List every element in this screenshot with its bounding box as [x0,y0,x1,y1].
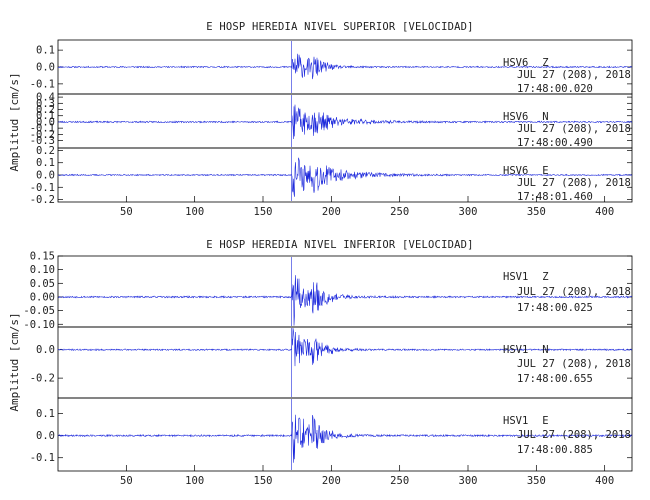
station-label-hsv1-e: HSV1 E [503,415,549,427]
y-tick-label: 0.1 [36,408,55,420]
x-tick-label: 300 [459,475,478,487]
x-tick-label: 100 [185,475,204,487]
y-tick-label: -0.1 [30,78,55,90]
station-label-hsv6-e: HSV6 E [503,165,549,177]
station-code: HSV1 [503,344,528,356]
station-code: HSV6 [503,165,528,177]
date-label-hsv6-e: JUL 27 (208), 2018 [517,177,631,189]
panel-hsv1-e: 0.1 0.0 -0.1 HSV1 E JUL 27 (208), 2018 17:4… [30,397,633,472]
trace-hsv1-e [57,399,633,470]
y-tick-label: -0.2 [30,194,55,206]
station-code: HSV1 [503,415,528,427]
y-tick-label: -0.10 [23,319,55,331]
station-code: HSV1 [503,271,528,283]
y-tick-label: 0.0 [36,344,55,356]
station-code: HSV6 [503,57,528,69]
x-tick-label: 200 [322,475,341,487]
x-tick-label: 350 [527,206,546,218]
date-label-hsv1-n: JUL 27 (208), 2018 [517,358,631,370]
y-tick-label: 0.0 [36,62,55,74]
x-tick-label: 250 [390,206,409,218]
y-tick-label: 0.0 [36,116,55,128]
y-tick-label: 0.0 [36,430,55,442]
station-label-hsv1-z: HSV1 Z [503,271,549,283]
component-code: N [542,111,548,123]
y-tick-label: -0.05 [23,305,55,317]
panel-frame [57,397,633,472]
time-label-hsv6-n: 17:48:00.490 [517,137,593,149]
date-label-hsv6-n: JUL 27 (208), 2018 [517,123,631,135]
date-label-hsv1-e: JUL 27 (208), 2018 [517,429,631,441]
date-label-hsv6-z: JUL 27 (208), 2018 [517,69,631,81]
x-axis-inferior: 50 100 150 200 250 300 350 400 [120,465,614,487]
station-label-hsv6-z: HSV6 Z [503,57,549,69]
x-tick-label: 100 [185,206,204,218]
component-code: E [542,165,548,177]
trace-hsv1-z [57,257,633,326]
y-tick-label: 0.1 [36,45,55,57]
component-code: Z [542,57,548,69]
station-label-hsv1-n: HSV1 N [503,344,549,356]
station-code: HSV6 [503,111,528,123]
chart-group-inferior: E HOSP HEREDIA NIVEL INFERIOR [VELOCIDAD… [8,239,633,487]
x-tick-label: 50 [120,206,133,218]
chart-group-superior: E HOSP HEREDIA NIVEL SUPERIOR [VELOCIDAD… [8,21,633,218]
chart-title-superior: E HOSP HEREDIA NIVEL SUPERIOR [VELOCIDAD… [206,21,473,33]
trace-hsv1-n [57,327,633,397]
y-tick-label: 0.1 [36,157,55,169]
y-tick-label: -0.1 [30,452,55,464]
y-tick-label: -0.2 [30,129,55,141]
y-tick-label: -0.3 [30,135,55,147]
y-tick-label: 0.05 [30,278,55,290]
y-axis-label-superior: Amplitud [cm/s] [8,72,21,171]
y-tick-label: 0.1 [36,110,55,122]
y-tick-label: 0.10 [30,264,55,276]
panel-hsv6-z: 0.1 0.0 -0.1 HSV6 Z JUL 27 (208), 2018 17:4… [30,39,633,95]
y-tick-label: 0.4 [36,92,55,104]
y-tick-label: 0.3 [36,98,55,110]
time-label-hsv6-z: 17:48:00.020 [517,83,593,95]
y-tick-label: 0.15 [30,251,55,263]
x-tick-label: 400 [595,475,614,487]
panel-hsv1-z: 0.150.10 0.050.00 -0.05 -0.10 HSV1 Z JUL 27 … [23,251,633,331]
y-tick-label: 0.2 [36,145,55,157]
trace-hsv6-n [57,95,633,147]
y-tick-label: 0.00 [30,291,55,303]
y-tick-label: -0.1 [30,182,55,194]
x-tick-label: 250 [390,475,409,487]
y-axis-label-inferior: Amplitud [cm/s] [8,312,21,411]
panel-hsv1-n: 0.0 -0.2 HSV1 N JUL 27 (208), 2018 17:48:0… [30,326,633,399]
x-tick-label: 150 [254,475,273,487]
component-code: Z [542,271,548,283]
x-tick-label: 300 [459,206,478,218]
y-tick-label: 0.2 [36,104,55,116]
component-code: N [542,344,548,356]
x-axis-superior: 50 100 150 200 250 300 350 400 [120,196,614,218]
x-tick-label: 400 [595,206,614,218]
time-label-hsv1-n: 17:48:00.655 [517,373,593,385]
y-tick-label: -0.1 [30,123,55,135]
station-label-hsv6-n: HSV6 N [503,111,549,123]
panel-hsv6-n: 0.40.30.20.10.0-0.1-0.2-0.3 HSV6 N JUL 27… [30,92,633,149]
chart-title-inferior: E HOSP HEREDIA NIVEL INFERIOR [VELOCIDAD… [206,239,473,251]
x-tick-label: 150 [254,206,273,218]
y-tick-label: -0.2 [30,373,55,385]
time-label-hsv1-z: 17:48:00.025 [517,302,593,314]
panel-hsv6-e: 0.20.10.0-0.1-0.2 HSV6 E JUL 27 (208), 20… [30,145,633,206]
y-tick-label: 0.0 [36,170,55,182]
x-tick-label: 200 [322,206,341,218]
trace-hsv6-z [57,41,633,93]
x-tick-label: 350 [527,475,546,487]
time-label-hsv6-e: 17:48:01.460 [517,191,593,203]
x-tick-label: 50 [120,475,133,487]
time-label-hsv1-e: 17:48:00.885 [517,444,593,456]
component-code: E [542,415,548,427]
trace-hsv6-e [57,149,633,201]
date-label-hsv1-z: JUL 27 (208), 2018 [517,286,631,298]
